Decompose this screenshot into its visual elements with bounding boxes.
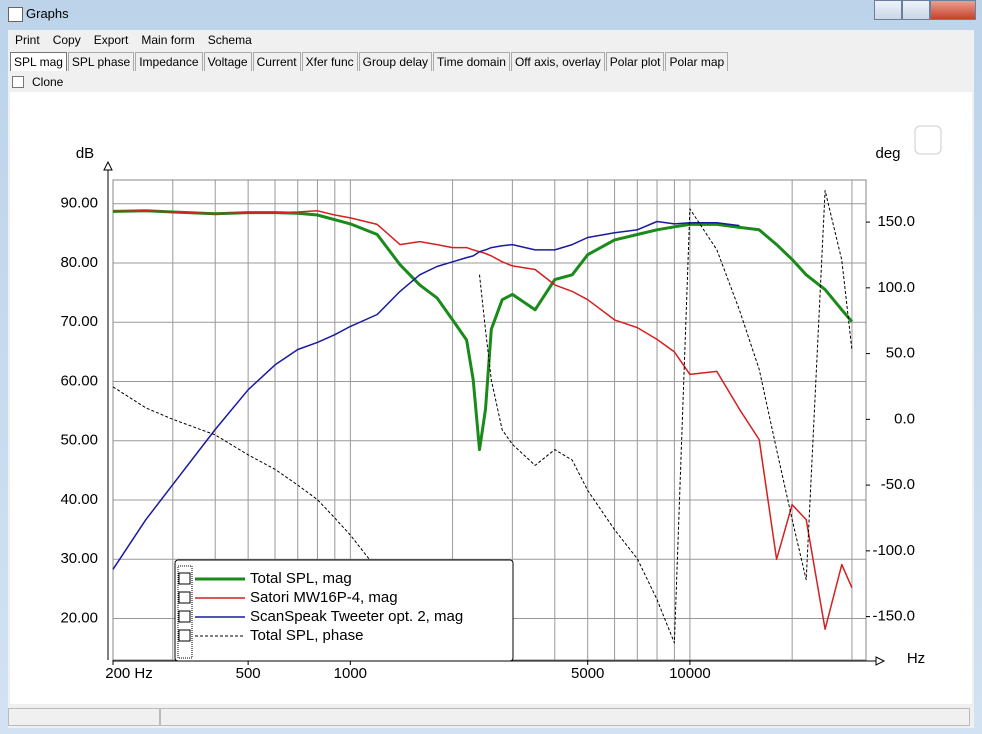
x-tick-label: 5000 — [571, 665, 604, 682]
y-axis-label: dB — [76, 145, 94, 162]
tab[interactable]: SPL mag — [10, 52, 67, 71]
legend-label: ScanSpeak Tweeter opt. 2, mag — [250, 608, 463, 625]
y-axis-arrow — [103, 160, 113, 171]
tab[interactable]: SPL phase — [67, 52, 135, 71]
y2-tick-label: -100.0 — [872, 542, 915, 559]
x-axis-label: Hz — [907, 650, 925, 667]
legend-inner — [177, 565, 193, 659]
y-tick-label: 80.00 — [60, 254, 98, 271]
x-axis-arrow — [875, 656, 886, 666]
series-line — [112, 220, 740, 570]
x-tick-label: 10000 — [669, 665, 711, 682]
y2-tick-label: -150.0 — [872, 608, 915, 625]
clone-label: Clone — [32, 75, 64, 89]
status-pane — [8, 708, 160, 726]
chart: dB deg Hz 20.00 30.00 40.00 50.00 60.00 70.00 80.… — [60, 125, 942, 682]
menu-item[interactable]: Main form — [141, 33, 195, 47]
y-tick-label: 50.00 — [60, 432, 98, 449]
status-bar — [8, 708, 974, 726]
tab[interactable]: Polar map — [665, 52, 729, 71]
series-line — [112, 209, 854, 452]
tab-bar: SPL mag SPL phase Impedance Voltage Current X… — [10, 52, 729, 71]
app-icon — [8, 7, 23, 22]
tab[interactable]: Time domain — [433, 52, 510, 71]
window-title: Graphs — [26, 6, 69, 21]
legend-label: Total SPL, phase — [250, 627, 363, 644]
y-tick-label: 30.00 — [60, 550, 98, 567]
menu-bar: Print Copy Export Main form Schema — [8, 30, 258, 50]
menu-item[interactable]: Schema — [207, 33, 252, 47]
legend-label: Total SPL, mag — [250, 570, 352, 587]
menu-item[interactable]: Export — [93, 33, 129, 47]
tab[interactable]: Off axis, overlay — [510, 52, 605, 71]
legend-box — [174, 559, 514, 662]
y-tick-label: 20.00 — [60, 609, 98, 626]
legend-label: Satori MW16P-4, mag — [250, 589, 398, 606]
y2-tick-label: 0.0 — [894, 410, 915, 427]
graph-panel: dB deg Hz 20.00 30.00 40.00 50.00 60.00 70.00 80.… — [10, 92, 972, 704]
x-tick-label: 1000 — [334, 665, 367, 682]
legend-checkbox[interactable] — [178, 572, 191, 585]
tab[interactable]: Group delay — [358, 52, 433, 71]
series-line — [112, 210, 853, 630]
y2-tick-label: -50.0 — [881, 476, 915, 493]
client-area: Print Copy Export Main form Schema SPL mag SP… — [8, 30, 974, 728]
legend-checkbox[interactable] — [178, 629, 191, 642]
legend-checkbox[interactable] — [178, 610, 191, 623]
y2-tick-label: 50.0 — [886, 345, 915, 362]
status-pane — [160, 708, 970, 726]
y2-tick-label: 100.0 — [877, 279, 915, 296]
y-tick-label: 70.00 — [60, 313, 98, 330]
close-button[interactable] — [930, 0, 976, 20]
menu-item[interactable]: Copy — [52, 33, 81, 47]
y-tick-label: 90.00 — [60, 195, 98, 212]
tab[interactable]: Xfer func — [301, 52, 358, 71]
corner-box — [914, 125, 942, 155]
y2-tick-label: 150.0 — [877, 213, 915, 230]
x-tick-label: 200 Hz — [105, 665, 153, 682]
minimize-button[interactable] — [874, 0, 902, 20]
tab[interactable]: Impedance — [135, 52, 203, 71]
window-controls — [874, 0, 976, 20]
x-tick-label: 500 — [236, 665, 261, 682]
tab[interactable]: Polar plot — [605, 52, 665, 71]
clone-checkbox[interactable]: Clone — [12, 75, 63, 89]
y-tick-label: 60.00 — [60, 372, 98, 389]
y-tick-label: 40.00 — [60, 491, 98, 508]
maximize-button[interactable] — [902, 0, 930, 20]
legend-checkbox[interactable] — [178, 591, 191, 604]
tab[interactable]: Voltage — [203, 52, 252, 71]
menu-item[interactable]: Print — [15, 33, 40, 47]
tab[interactable]: Current — [252, 52, 301, 71]
y2-axis-label: deg — [875, 145, 900, 162]
